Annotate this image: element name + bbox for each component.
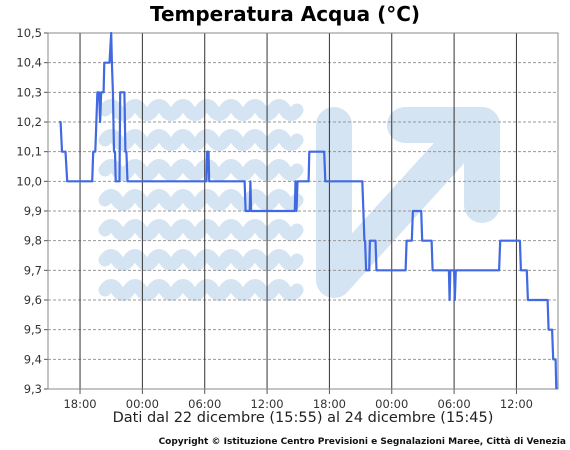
y-tick-label: 10,1 (16, 145, 42, 159)
x-tick-label: 12:00 (500, 397, 533, 411)
y-tick-label: 10,4 (16, 56, 42, 70)
watermark-arrow-head (387, 107, 500, 223)
watermark-wave (98, 129, 304, 151)
watermark-arrow-stem (316, 107, 488, 298)
y-tick-label: 9,8 (24, 234, 42, 248)
y-tick-label: 9,7 (24, 263, 42, 277)
x-tick-label: 18:00 (63, 397, 96, 411)
x-tick-label: 06:00 (438, 397, 471, 411)
watermark-logo (98, 99, 500, 301)
x-tick-label: 00:00 (126, 397, 159, 411)
y-tick-label: 9,6 (24, 293, 42, 307)
x-tick-label: 12:00 (250, 397, 283, 411)
watermark-wave (98, 159, 304, 181)
chart-title: Temperatura Acqua (°C) (149, 2, 421, 26)
y-tick-label: 9,3 (24, 382, 42, 396)
copyright-notice: Copyright © Istituzione Centro Prevision… (158, 437, 566, 447)
x-tick-label: 00:00 (375, 397, 408, 411)
y-tick-label: 10,5 (16, 26, 42, 40)
plot-border (47, 32, 559, 390)
y-tick-label: 9,5 (24, 323, 42, 337)
y-tick-label: 9,9 (24, 204, 42, 218)
x-tick-label: 18:00 (313, 397, 346, 411)
x-axis-label: Dati dal 22 dicembre (15:55) al 24 dicem… (112, 410, 494, 426)
watermark-wave (98, 189, 304, 211)
y-tick-label: 10,3 (16, 85, 42, 99)
y-tick-label: 10,2 (16, 115, 42, 129)
watermark-wave (98, 99, 304, 121)
watermark-wave (98, 249, 304, 271)
watermark-wave (98, 219, 304, 241)
watermark-wave (98, 279, 304, 301)
y-tick-label: 10,0 (16, 174, 42, 188)
y-tick-label: 9,4 (24, 352, 42, 366)
temperature-series-line (59, 31, 558, 390)
x-tick-label: 06:00 (188, 397, 221, 411)
